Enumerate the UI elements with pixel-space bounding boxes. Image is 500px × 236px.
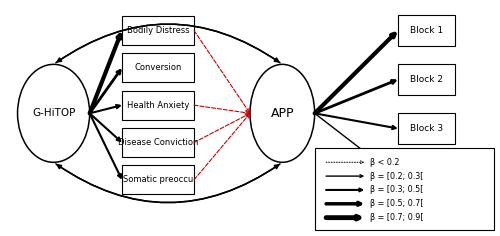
FancyArrowPatch shape xyxy=(56,24,278,63)
FancyBboxPatch shape xyxy=(398,162,455,193)
Text: Disease Conviction: Disease Conviction xyxy=(118,138,198,147)
Text: β = [0.7; 0.9[: β = [0.7; 0.9[ xyxy=(370,213,424,222)
Text: β = [0.2; 0.3[: β = [0.2; 0.3[ xyxy=(370,172,424,181)
Text: G-HiTOP: G-HiTOP xyxy=(32,108,76,118)
FancyArrowPatch shape xyxy=(58,164,280,202)
Text: β = [0.3; 0.5[: β = [0.3; 0.5[ xyxy=(370,185,424,194)
FancyBboxPatch shape xyxy=(314,148,494,230)
Text: Somatic preoccu: Somatic preoccu xyxy=(123,175,193,184)
Text: Health Anxiety: Health Anxiety xyxy=(127,101,189,110)
Text: Block 2: Block 2 xyxy=(410,75,443,84)
Text: Conversion: Conversion xyxy=(134,63,182,72)
FancyBboxPatch shape xyxy=(122,128,194,157)
FancyBboxPatch shape xyxy=(398,15,455,46)
FancyArrowPatch shape xyxy=(58,24,280,63)
FancyBboxPatch shape xyxy=(122,53,194,82)
FancyBboxPatch shape xyxy=(122,16,194,45)
FancyBboxPatch shape xyxy=(398,113,455,144)
Text: APP: APP xyxy=(270,107,294,120)
FancyBboxPatch shape xyxy=(122,165,194,194)
FancyArrowPatch shape xyxy=(56,164,278,202)
Text: Block 4: Block 4 xyxy=(410,173,443,182)
FancyBboxPatch shape xyxy=(398,64,455,95)
Text: Block 1: Block 1 xyxy=(410,26,443,35)
Text: Bodily Distress: Bodily Distress xyxy=(126,26,190,35)
Text: β = [0.5; 0.7[: β = [0.5; 0.7[ xyxy=(370,199,424,208)
Text: β < 0.2: β < 0.2 xyxy=(370,158,400,167)
Text: Block 3: Block 3 xyxy=(410,124,443,133)
FancyBboxPatch shape xyxy=(122,91,194,120)
